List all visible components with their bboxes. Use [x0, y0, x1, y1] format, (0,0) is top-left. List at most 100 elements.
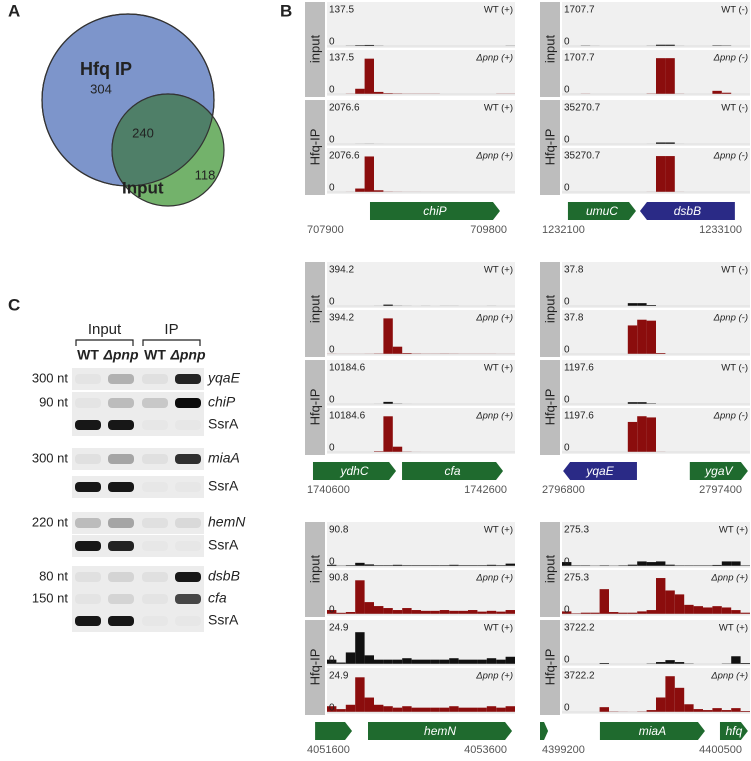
coverage-bar: [656, 142, 666, 144]
gel-strip: [72, 535, 204, 557]
track-max: 137.5: [329, 5, 354, 16]
coverage-bar: [740, 663, 750, 664]
gene-name: yqaE: [585, 464, 614, 478]
gel-strip: [72, 414, 204, 436]
coverage-bar: [336, 612, 346, 614]
track-group-tab: [305, 620, 325, 715]
coordinate-label: 1740600: [307, 484, 350, 496]
coverage-bar: [486, 610, 497, 614]
coverage-bar: [355, 562, 365, 566]
coverage-bar: [364, 44, 374, 46]
coverage-bar: [505, 610, 515, 614]
coverage-bar: [496, 611, 506, 614]
gel-band: [75, 616, 101, 626]
gene-name: ygaV: [704, 464, 733, 478]
coverage-bar: [392, 446, 403, 452]
group-bracket: [75, 339, 134, 346]
coverage-bar: [383, 318, 393, 354]
gene-label: dsbB: [208, 568, 240, 584]
coverage-bar: [580, 565, 591, 566]
gel-band: [142, 518, 168, 528]
size-label: 90 nt: [39, 394, 68, 409]
gel-band: [108, 398, 134, 408]
track-max: 2076.6: [329, 103, 360, 114]
coverage-bar: [656, 353, 666, 354]
gel-band: [75, 594, 101, 604]
coverage-bar: [411, 707, 421, 712]
coverage-bar: [674, 594, 685, 614]
size-label: 80 nt: [39, 568, 68, 583]
coverage-bar: [571, 565, 581, 566]
gel-band: [108, 482, 134, 492]
overlap-count: 240: [132, 125, 154, 140]
coverage-bar: [486, 564, 497, 566]
coverage-bar: [590, 612, 600, 614]
gene-label: cfa: [208, 590, 227, 606]
coverage-bar: [402, 565, 412, 566]
coverage-bar: [477, 707, 487, 712]
gel-band: [75, 454, 101, 464]
lane-label: WT: [77, 347, 99, 363]
coordinate-label: 1742600: [464, 484, 507, 496]
coverage-bar: [665, 44, 675, 46]
gene-arrow: [369, 202, 500, 220]
lane-label: Δpnp: [169, 347, 206, 363]
coverage-bar: [458, 659, 468, 664]
gel-band: [175, 454, 201, 464]
track-max: 275.3: [564, 573, 589, 584]
coverage-bar: [674, 565, 685, 566]
track-group-label: Hfq-IP: [307, 389, 322, 426]
track-group-tab: [305, 360, 325, 455]
track-max: 2076.6: [329, 151, 360, 162]
coverage-bar: [712, 90, 722, 94]
coordinate-label: 1232100: [542, 224, 585, 236]
size-label: 220 nt: [32, 514, 69, 529]
coverage-bar: [703, 710, 713, 712]
coverage-bar: [374, 91, 384, 94]
track-max: 275.3: [564, 525, 589, 536]
coverage-bar: [355, 188, 365, 192]
size-label: 150 nt: [32, 590, 69, 605]
sample-label: WT (+): [484, 525, 513, 536]
sample-label: Δpnp (+): [475, 411, 513, 422]
coverage-bar: [383, 93, 393, 94]
gel-band: [175, 482, 201, 492]
gel-band: [175, 374, 201, 384]
coverage-bar: [374, 659, 384, 664]
gel-band: [142, 616, 168, 626]
track-group-tab: [305, 100, 325, 195]
coverage-bar: [646, 305, 656, 306]
track-group-tab: [540, 2, 560, 97]
coverage-bar: [496, 707, 506, 712]
coverage-bar: [618, 612, 628, 614]
coverage-bar: [364, 58, 374, 94]
coverage-bar: [646, 610, 656, 614]
track-group-label: input: [307, 555, 322, 584]
coverage-bar: [449, 706, 459, 712]
gene-label: chiP: [208, 394, 236, 410]
coverage-bar: [392, 707, 403, 712]
coverage-bar: [627, 421, 638, 452]
track-max: 1197.6: [564, 411, 594, 422]
set-name: Input: [122, 178, 164, 197]
coverage-bar: [656, 662, 666, 664]
track-max: 90.8: [329, 573, 349, 584]
coordinate-label: 707900: [307, 224, 344, 236]
coverage-bar: [646, 320, 656, 354]
track-max: 37.8: [564, 265, 584, 276]
gene-arrow: [719, 722, 748, 740]
coverage-bar: [430, 610, 440, 614]
track-bg: [327, 2, 515, 48]
coverage-bar: [637, 303, 647, 306]
gene-arrow: [312, 462, 397, 480]
track-max: 137.5: [329, 53, 354, 64]
coordinate-label: 4053600: [464, 744, 507, 756]
track-max: 1707.7: [564, 53, 595, 64]
coverage-bar: [449, 610, 459, 614]
sample-label: Δpnp (-): [713, 53, 748, 64]
coverage-bar: [421, 659, 431, 664]
track-zero: 0: [329, 703, 335, 714]
gel-band: [142, 454, 168, 464]
track-max: 1707.7: [564, 5, 595, 16]
coverage-bar: [674, 662, 685, 664]
